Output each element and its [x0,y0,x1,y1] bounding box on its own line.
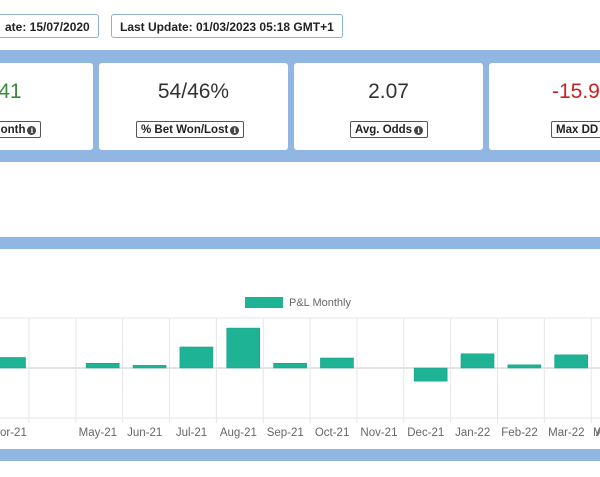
chart-bar-jan-22[interactable] [413,367,448,382]
x-tick-label: Jul-21 [176,427,207,439]
chart-bar-aug-21[interactable] [179,346,214,369]
x-tick-label: Aug-21 [220,427,257,439]
stat-label-month[interactable]: Monthi [0,121,42,138]
chart-grid [0,317,600,423]
info-icon[interactable]: i [414,126,424,135]
x-tick-label: Mar-22 [548,427,584,439]
stat-value-avg-odds: 2.07 [368,80,409,103]
x-tick-label: Feb-22 [501,427,537,439]
stat-label-avg-odds[interactable]: Avg. Odds i [350,121,429,138]
last-update-chip: Last Update: 01/03/2023 05:18 GMT+1 [111,14,343,38]
chart-x-axis: or-21 May-21 Jun-21 Jul-21 Aug-21 Sep-21 Oct-2… [0,427,600,439]
x-tick-label: or-21 [0,427,27,439]
chart-bar-mar-22[interactable] [507,364,542,369]
pnl-monthly-chart: P&L Monthly or-21 May-21 Jun-21 Jul-21 Aug-2… [0,297,600,439]
chart-bar-apr-22[interactable] [554,354,589,369]
stat-value-bet-won-lost: 54/46% [157,80,230,103]
start-date-chip: ate: 15/07/2020 [0,14,99,38]
chart-legend[interactable]: P&L Monthly [245,297,351,309]
stat-label-bet-won-lost[interactable]: % Bet Won/Lost i [136,121,245,138]
x-tick-label: M [593,427,600,439]
x-tick-label: May-21 [79,427,117,439]
chart-bar-feb-22[interactable] [460,353,495,369]
stat-value-max-dd: -15.9 [552,80,600,103]
x-tick-label: Apr-22 [596,427,600,439]
x-tick-label: Nov-21 [360,427,397,439]
x-tick-label: Sep-21 [267,427,304,439]
stat-label-max-dd[interactable]: Max DD [551,121,600,138]
x-tick-label: Jan-22 [455,427,490,439]
stat-card-bet-won-lost: 54/46% % Bet Won/Lost i [99,63,288,150]
chart-bar-sep-21[interactable] [226,327,261,369]
x-tick-label: Oct-21 [315,427,350,439]
stat-card-avg-odds: 2.07 Avg. Odds i [294,63,483,150]
legend-swatch [245,297,283,308]
info-icon[interactable]: i [230,126,240,135]
stat-card-month: .41 Monthi [0,63,93,150]
x-tick-label: Dec-21 [407,427,444,439]
chart-bar-apr-21[interactable] [0,357,26,369]
stat-card-max-dd: -15.9 Max DD [489,63,600,150]
stat-label-month-text: Month [0,124,26,136]
stat-label-avg-odds-text: Avg. Odds [355,124,413,136]
chart-bars [0,327,589,382]
stat-label-bet-won-lost-text: % Bet Won/Lost [141,124,229,136]
info-icon[interactable]: i [27,126,37,135]
chart-panel-bottom-border [0,449,600,461]
stat-value-month: .41 [0,80,22,103]
stat-label-max-dd-text: Max DD [556,124,599,136]
legend-label: P&L Monthly [289,297,351,309]
chart-bar-jul-21[interactable] [132,365,167,369]
chart-bar-nov-21[interactable] [320,357,354,369]
chart-panel-top-border [0,237,600,249]
x-tick-label: Jun-21 [127,427,162,439]
chart-bar-oct-21[interactable] [273,362,307,369]
chart-bar-jun-21[interactable] [85,362,120,369]
